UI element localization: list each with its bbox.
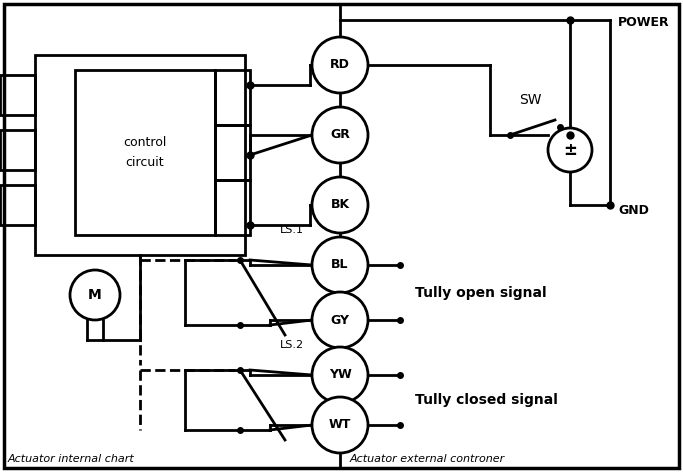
- Circle shape: [312, 347, 368, 403]
- Circle shape: [312, 177, 368, 233]
- Bar: [0, 130, 35, 170]
- Text: GY: GY: [331, 313, 350, 327]
- Text: control: control: [124, 136, 167, 149]
- Text: Actuator internal chart: Actuator internal chart: [8, 454, 135, 464]
- Bar: [35, 55, 245, 255]
- Text: LS.2: LS.2: [280, 340, 304, 350]
- Circle shape: [70, 270, 120, 320]
- Text: Tully closed signal: Tully closed signal: [415, 393, 558, 407]
- Text: RD: RD: [330, 59, 350, 71]
- Bar: [215, 70, 250, 125]
- Bar: [75, 70, 215, 235]
- Text: circuit: circuit: [126, 156, 165, 169]
- Circle shape: [312, 397, 368, 453]
- Text: M: M: [88, 288, 102, 302]
- Text: YW: YW: [329, 369, 351, 381]
- Text: Actuator external controner: Actuator external controner: [350, 454, 505, 464]
- Bar: [215, 180, 250, 235]
- Bar: [0, 75, 35, 115]
- Text: SW: SW: [519, 93, 541, 107]
- Circle shape: [548, 128, 592, 172]
- Text: GR: GR: [330, 128, 350, 142]
- Circle shape: [312, 37, 368, 93]
- Circle shape: [312, 107, 368, 163]
- Circle shape: [312, 237, 368, 293]
- Text: LS.1: LS.1: [280, 225, 304, 235]
- Text: ±: ±: [563, 141, 577, 159]
- Text: BL: BL: [331, 259, 349, 271]
- Text: POWER: POWER: [618, 16, 669, 28]
- Text: WT: WT: [329, 419, 351, 431]
- Bar: [215, 125, 250, 180]
- Text: BK: BK: [331, 199, 350, 211]
- Text: Tully open signal: Tully open signal: [415, 286, 546, 300]
- Text: GND: GND: [618, 203, 649, 217]
- Bar: [0, 185, 35, 225]
- Circle shape: [312, 292, 368, 348]
